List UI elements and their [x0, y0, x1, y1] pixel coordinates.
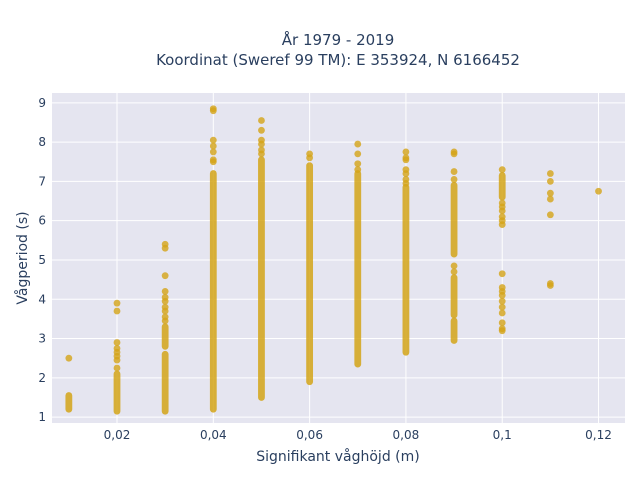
y-tick-label: 8 — [38, 135, 46, 149]
data-point — [258, 136, 265, 144]
dense-point-run — [209, 170, 217, 413]
data-point — [498, 284, 506, 291]
data-point — [546, 280, 554, 287]
x-tick-label: 0,06 — [296, 428, 323, 442]
dense-point-run — [450, 274, 458, 319]
data-point — [209, 148, 217, 156]
data-point — [450, 148, 458, 156]
data-point — [450, 176, 458, 183]
data-point — [498, 297, 506, 305]
x-tick-label: 0,1 — [493, 428, 512, 442]
data-point — [450, 168, 458, 175]
data-point — [498, 166, 506, 174]
y-tick-label: 3 — [38, 332, 46, 346]
data-point — [450, 262, 458, 270]
x-tick-label: 0,08 — [393, 428, 420, 442]
dense-point-run — [450, 317, 458, 344]
data-point — [209, 136, 217, 144]
data-point — [161, 272, 169, 280]
data-point — [113, 299, 121, 307]
data-point — [546, 189, 554, 197]
data-point — [113, 364, 121, 372]
data-point — [354, 160, 362, 168]
data-point — [113, 339, 121, 346]
data-point — [402, 176, 410, 183]
y-axis-ticks: 1 2 3 4 5 6 7 8 9 — [38, 96, 46, 424]
data-point — [306, 150, 314, 158]
data-point — [354, 140, 362, 148]
dense-point-run — [354, 170, 362, 368]
data-point — [354, 150, 362, 158]
data-point — [354, 166, 362, 174]
data-point — [161, 303, 169, 311]
x-tick-label: 0,04 — [200, 428, 227, 442]
x-axis-ticks: 0,02 0,04 0,06 0,08 0,1 0,12 — [104, 428, 612, 442]
data-points — [65, 105, 602, 415]
data-point — [65, 354, 73, 362]
data-point — [402, 154, 410, 162]
data-point — [209, 142, 217, 150]
data-point — [450, 268, 458, 276]
dense-point-run — [161, 323, 169, 350]
plot-background — [52, 93, 625, 423]
dense-point-run — [402, 183, 410, 356]
data-point — [498, 303, 506, 311]
y-axis-title: Vågperiod (s) — [14, 211, 31, 304]
dense-point-run — [498, 172, 506, 201]
data-point — [546, 195, 554, 203]
data-point — [402, 166, 410, 174]
x-axis-title: Signifikant våghöjd (m) — [256, 448, 419, 465]
x-tick-label: 0,02 — [104, 428, 131, 442]
data-point — [546, 211, 554, 219]
chart-title-line-2: Koordinat (Sweref 99 TM): E 353924, N 61… — [156, 51, 520, 69]
data-point — [161, 293, 169, 301]
data-point — [209, 156, 217, 164]
y-tick-label: 9 — [38, 96, 46, 110]
y-tick-label: 7 — [38, 174, 46, 188]
data-point — [258, 146, 265, 154]
dense-point-run — [306, 162, 314, 386]
data-point — [498, 199, 506, 207]
x-tick-label: 0,12 — [585, 428, 612, 442]
grid — [52, 93, 625, 423]
data-point — [498, 270, 506, 278]
dense-point-run — [113, 370, 121, 415]
data-point — [161, 313, 169, 321]
data-point — [258, 117, 265, 124]
y-tick-label: 5 — [38, 253, 46, 267]
data-point — [498, 213, 506, 221]
dense-point-run — [65, 392, 73, 413]
dense-point-run — [450, 181, 458, 258]
data-point — [595, 187, 602, 195]
data-point — [498, 319, 506, 327]
y-tick-label: 2 — [38, 371, 46, 385]
data-point — [113, 344, 121, 352]
dense-point-run — [258, 156, 265, 401]
data-point — [546, 170, 554, 177]
data-point — [402, 148, 410, 156]
data-point — [113, 307, 121, 315]
data-point — [498, 309, 506, 317]
data-point — [161, 240, 169, 248]
data-point — [209, 105, 217, 113]
chart-title-line-1: År 1979 - 2019 — [282, 30, 395, 49]
data-point — [161, 287, 169, 295]
y-tick-label: 4 — [38, 292, 46, 306]
data-point — [258, 126, 265, 134]
y-tick-label: 6 — [38, 214, 46, 228]
dense-point-run — [161, 350, 169, 415]
data-point — [546, 177, 554, 185]
y-tick-label: 1 — [38, 410, 46, 424]
data-point — [498, 325, 506, 333]
